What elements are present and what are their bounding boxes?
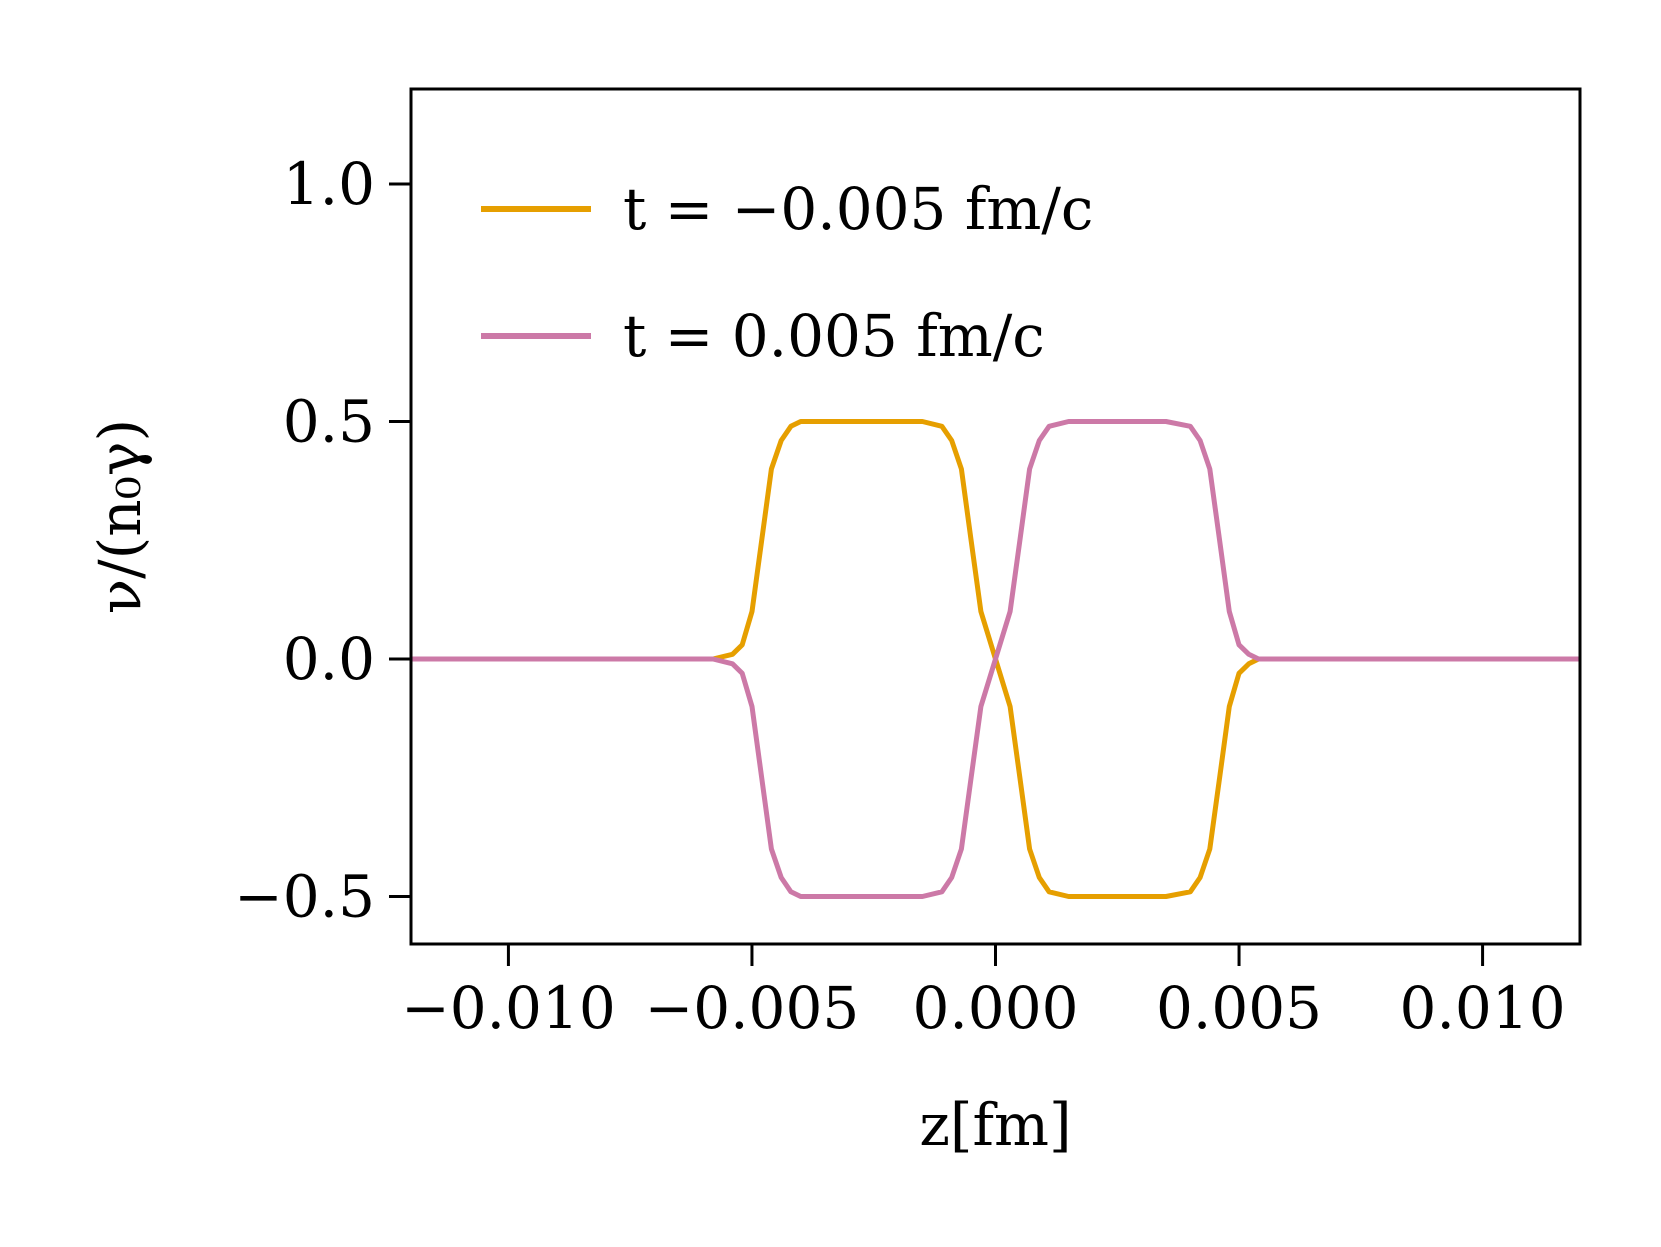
y-tick-label: 0.5 — [283, 388, 375, 456]
y-tick-label: 1.0 — [283, 150, 375, 218]
y-tick-label: 0.0 — [283, 625, 375, 693]
x-tick-label: 0.000 — [912, 974, 1078, 1042]
legend-label-1: t = 0.005 fm/c — [623, 302, 1045, 370]
ticks-layer: −0.010 −0.005 0.000 0.005 0.010 −0.5 0.0 0.5 1.0 — [234, 150, 1565, 1042]
x-axis-label: z[fm] — [919, 1091, 1071, 1159]
legend-label-0: t = −0.005 fm/c — [623, 175, 1093, 243]
x-tick-label: 0.010 — [1400, 974, 1566, 1042]
y-axis-label: ν/(n₀γ) — [86, 419, 154, 614]
series-layer — [411, 419, 1580, 899]
x-tick-label: −0.005 — [645, 974, 860, 1042]
legend: t = −0.005 fm/c t = 0.005 fm/c — [481, 175, 1093, 370]
x-tick-label: 0.005 — [1156, 974, 1322, 1042]
x-tick-label: −0.010 — [401, 974, 616, 1042]
series-line-1 — [411, 419, 1580, 899]
y-tick-label: −0.5 — [234, 863, 375, 931]
